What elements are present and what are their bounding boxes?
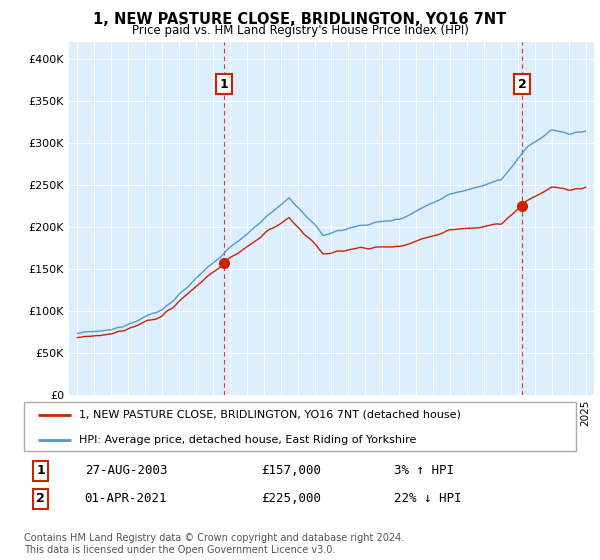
Text: 3% ↑ HPI: 3% ↑ HPI	[394, 464, 454, 478]
Text: £225,000: £225,000	[262, 492, 322, 505]
Text: 01-APR-2021: 01-APR-2021	[85, 492, 167, 505]
Text: 2: 2	[518, 77, 526, 91]
Text: 1, NEW PASTURE CLOSE, BRIDLINGTON, YO16 7NT: 1, NEW PASTURE CLOSE, BRIDLINGTON, YO16 …	[94, 12, 506, 27]
Text: Contains HM Land Registry data © Crown copyright and database right 2024.
This d: Contains HM Land Registry data © Crown c…	[24, 533, 404, 555]
Text: 22% ↓ HPI: 22% ↓ HPI	[394, 492, 461, 505]
Text: 1: 1	[36, 464, 45, 478]
Text: 1, NEW PASTURE CLOSE, BRIDLINGTON, YO16 7NT (detached house): 1, NEW PASTURE CLOSE, BRIDLINGTON, YO16 …	[79, 410, 461, 420]
Text: 2: 2	[36, 492, 45, 505]
Text: £157,000: £157,000	[262, 464, 322, 478]
Text: 1: 1	[220, 77, 229, 91]
Text: 27-AUG-2003: 27-AUG-2003	[85, 464, 167, 478]
Text: HPI: Average price, detached house, East Riding of Yorkshire: HPI: Average price, detached house, East…	[79, 435, 416, 445]
Text: Price paid vs. HM Land Registry's House Price Index (HPI): Price paid vs. HM Land Registry's House …	[131, 24, 469, 36]
FancyBboxPatch shape	[24, 402, 576, 451]
